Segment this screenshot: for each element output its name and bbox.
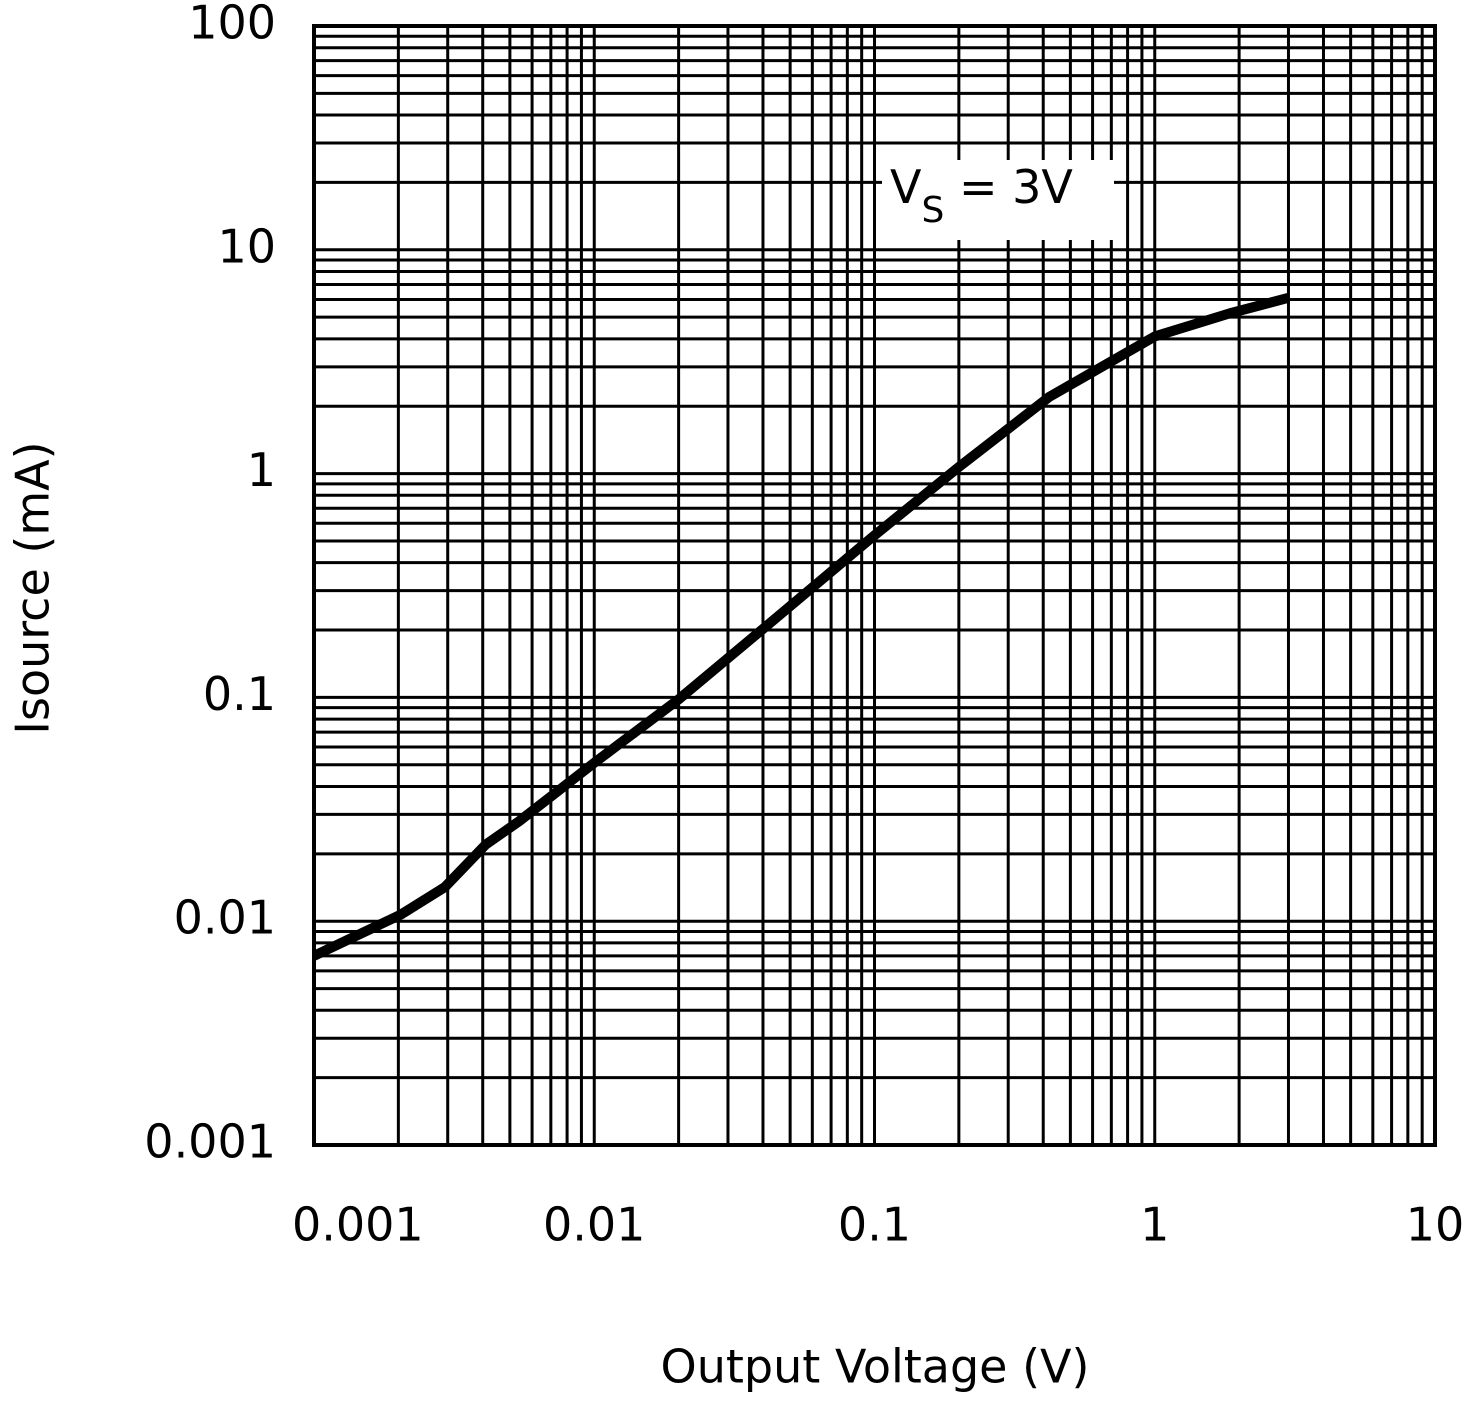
x-tick-label: 0.1 bbox=[838, 1198, 911, 1252]
y-tick-label: 0.01 bbox=[174, 891, 276, 945]
x-tick-label: 0.01 bbox=[543, 1198, 645, 1252]
x-axis-label: Output Voltage (V) bbox=[661, 1340, 1090, 1394]
annotation-box bbox=[882, 160, 1114, 240]
y-tick-label: 100 bbox=[188, 0, 276, 50]
x-tick-label: 1 bbox=[1140, 1198, 1169, 1252]
y-tick-label: 1 bbox=[247, 443, 276, 497]
annotation-rest: = 3V bbox=[944, 160, 1073, 214]
grid bbox=[312, 24, 1437, 1147]
annotation: VS = 3V bbox=[890, 160, 1073, 232]
annotation-main: V bbox=[890, 160, 922, 214]
x-tick-label: 0.001 bbox=[292, 1198, 424, 1252]
plot bbox=[311, 293, 1290, 961]
data-line bbox=[311, 293, 1290, 961]
y-tick-label: 10 bbox=[217, 219, 276, 273]
y-tick-label: 0.001 bbox=[144, 1115, 276, 1169]
y-tick-label: 0.1 bbox=[203, 667, 276, 721]
annotation-sub: S bbox=[921, 190, 944, 231]
plot-frame bbox=[312, 24, 1437, 1147]
x-tick-label: 10 bbox=[1406, 1198, 1463, 1252]
y-axis-label: Isource (mA) bbox=[6, 441, 60, 734]
